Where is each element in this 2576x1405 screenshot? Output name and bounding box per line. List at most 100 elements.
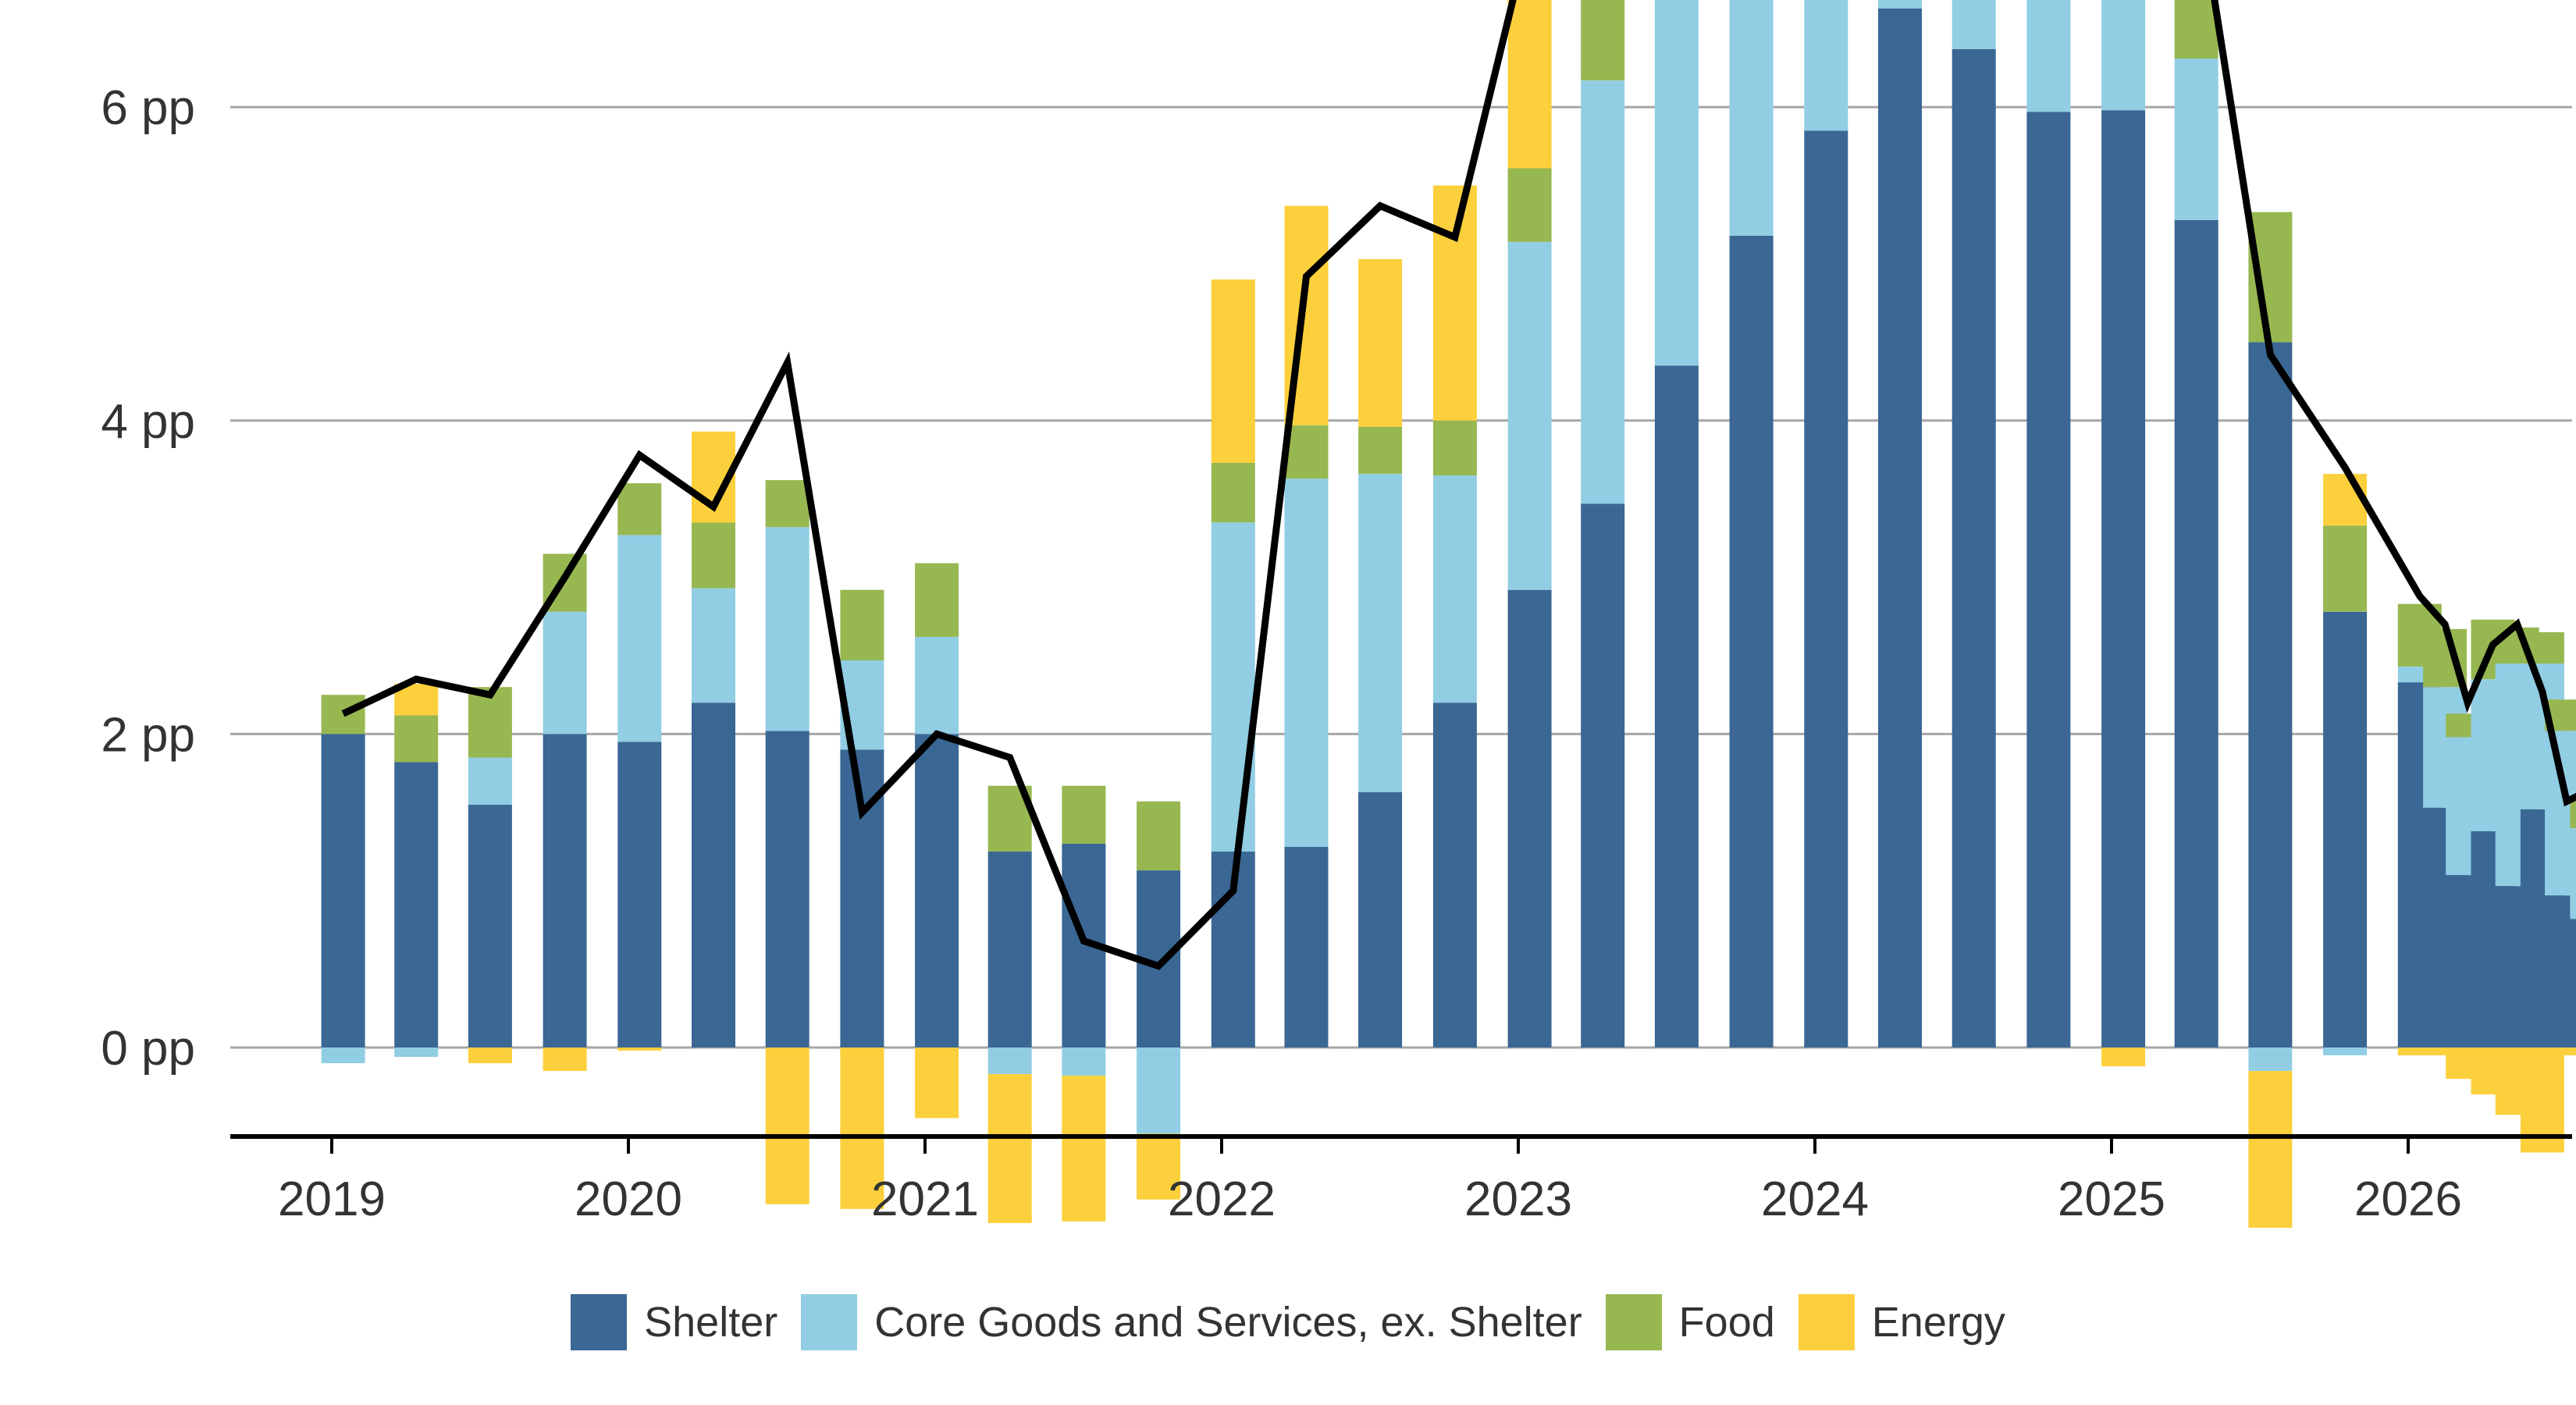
bar-segment-shelter: [1581, 503, 1625, 1048]
x-tick-label: 2020: [575, 1172, 682, 1226]
bar-segment-core-goods-and-services-ex-shelter: [468, 757, 512, 805]
legend-item-core: Core Goods and Services, ex. Shelter: [801, 1294, 1582, 1350]
x-tick-label: 2021: [871, 1172, 979, 1226]
bar-segment-core-goods-and-services-ex-shelter: [692, 588, 735, 703]
bar-segment-core-goods-and-services-ex-shelter: [1952, 0, 1996, 49]
bar-segment-shelter: [1878, 8, 1922, 1048]
bar-segment-shelter: [617, 742, 662, 1048]
bar-segment-energy: [2397, 1048, 2442, 1055]
legend-swatch-core: [801, 1294, 858, 1350]
bar-segment-core-goods-and-services-ex-shelter: [1284, 478, 1329, 847]
bar-segment-shelter: [1654, 365, 1699, 1048]
bar-segment-shelter: [321, 734, 365, 1048]
bar-segment-core-goods-and-services-ex-shelter: [1729, 0, 1774, 236]
bar-segment-food: [1581, 0, 1625, 80]
bar-segment-shelter: [1358, 791, 1403, 1048]
bar-segment-energy: [1358, 259, 1403, 427]
legend-label-food: Food: [1678, 1299, 1775, 1346]
x-tick-label: 2024: [1761, 1172, 1869, 1226]
chart: 0 pp2 pp4 pp6 pp8 pp10 pp12 pp2019202020…: [101, 0, 2576, 1228]
bar-segment-core-goods-and-services-ex-shelter: [2570, 827, 2576, 919]
bar-segment-shelter: [2174, 219, 2218, 1048]
bar-segment-core-goods-and-services-ex-shelter: [1581, 80, 1625, 504]
bar-segment-energy: [1432, 185, 1477, 421]
bar-segment-shelter: [468, 804, 512, 1048]
bar-segment-core-goods-and-services-ex-shelter: [765, 527, 809, 731]
bar-segment-shelter: [2026, 112, 2071, 1048]
legend-swatch-food: [1605, 1294, 1662, 1350]
bar-segment-shelter: [2570, 919, 2576, 1048]
x-tick-label: 2025: [2058, 1172, 2165, 1226]
bar-segment-energy: [987, 1074, 1032, 1223]
bar-segment-core-goods-and-services-ex-shelter: [2174, 59, 2218, 220]
legend: Shelter Core Goods and Services, ex. She…: [0, 1294, 2576, 1350]
bar-segment-shelter: [1729, 235, 1774, 1048]
bar-segment-shelter: [2248, 342, 2293, 1048]
bar-segment-shelter: [2323, 611, 2368, 1048]
bar-segment-food: [1284, 425, 1329, 479]
legend-item-energy: Energy: [1798, 1294, 2005, 1350]
bar-segment-energy: [468, 1048, 512, 1064]
bar-segment-core-goods-and-services-ex-shelter: [2248, 1048, 2293, 1072]
bar-segment-shelter: [1507, 589, 1552, 1048]
bar-segment-food: [2323, 525, 2368, 612]
legend-label-energy: Energy: [1871, 1299, 2005, 1346]
bar-segment-energy: [2323, 474, 2368, 526]
legend-item-shelter: Shelter: [571, 1294, 777, 1350]
bar-segment-energy: [543, 1048, 587, 1072]
bar-segment-shelter: [1284, 847, 1329, 1048]
x-tick-label: 2023: [1464, 1172, 1572, 1226]
bar-segment-food: [1062, 785, 1106, 844]
bar-segment-core-goods-and-services-ex-shelter: [2026, 0, 2071, 112]
bars: [321, 0, 2576, 1228]
bar-segment-core-goods-and-services-ex-shelter: [1878, 0, 1922, 9]
bar-segment-core-goods-and-services-ex-shelter: [987, 1048, 1032, 1075]
bar-segment-energy: [2423, 1048, 2467, 1055]
bar-segment-core-goods-and-services-ex-shelter: [1432, 475, 1477, 703]
bar-segment-food: [692, 522, 735, 589]
bar-segment-shelter: [2101, 110, 2146, 1048]
bar-segment-shelter: [1952, 48, 1996, 1048]
bar-segment-energy: [617, 1048, 662, 1051]
y-tick-label: 4 pp: [101, 395, 195, 449]
bar-segment-food: [915, 563, 959, 637]
bar-segment-shelter: [543, 734, 587, 1048]
legend-label-shelter: Shelter: [644, 1299, 778, 1346]
bar-segment-food: [840, 589, 884, 661]
bar-segment-energy: [1137, 1133, 1181, 1200]
bar-segment-core-goods-and-services-ex-shelter: [2323, 1048, 2368, 1055]
bar-segment-food: [1211, 463, 1255, 523]
legend-label-core: Core Goods and Services, ex. Shelter: [874, 1299, 1582, 1346]
bar-segment-core-goods-and-services-ex-shelter: [543, 611, 587, 735]
bar-segment-shelter: [394, 762, 439, 1048]
bar-segment-core-goods-and-services-ex-shelter: [1062, 1048, 1106, 1076]
bar-segment-food: [765, 480, 809, 528]
bar-segment-energy: [1211, 279, 1255, 463]
bar-segment-food: [1507, 168, 1552, 242]
bar-segment-energy: [765, 1048, 809, 1204]
bar-segment-core-goods-and-services-ex-shelter: [915, 636, 959, 735]
bar-segment-energy: [840, 1048, 884, 1209]
bar-segment-core-goods-and-services-ex-shelter: [1211, 522, 1255, 852]
x-tick-label: 2026: [2354, 1172, 2462, 1226]
bar-segment-food: [1358, 426, 1403, 474]
bar-segment-food: [1432, 420, 1477, 476]
legend-swatch-shelter: [571, 1294, 628, 1350]
bar-segment-food: [1137, 801, 1181, 871]
bar-segment-food: [394, 715, 439, 763]
bar-segment-shelter: [1432, 702, 1477, 1048]
x-tick-label: 2022: [1168, 1172, 1276, 1226]
bar-segment-food: [2570, 796, 2576, 828]
y-tick-label: 0 pp: [101, 1022, 195, 1076]
bar-segment-energy: [2545, 1048, 2576, 1055]
bar-segment-shelter: [915, 734, 959, 1048]
legend-item-food: Food: [1605, 1294, 1775, 1350]
bar-segment-core-goods-and-services-ex-shelter: [1507, 241, 1552, 590]
bar-segment-core-goods-and-services-ex-shelter: [1358, 474, 1403, 792]
bar-segment-shelter: [987, 852, 1032, 1048]
x-tick-label: 2019: [278, 1172, 386, 1226]
bar-segment-core-goods-and-services-ex-shelter: [1654, 0, 1699, 366]
bar-segment-energy: [2101, 1048, 2146, 1067]
legend-swatch-energy: [1798, 1294, 1855, 1350]
bar-segment-energy: [1507, 0, 1552, 169]
